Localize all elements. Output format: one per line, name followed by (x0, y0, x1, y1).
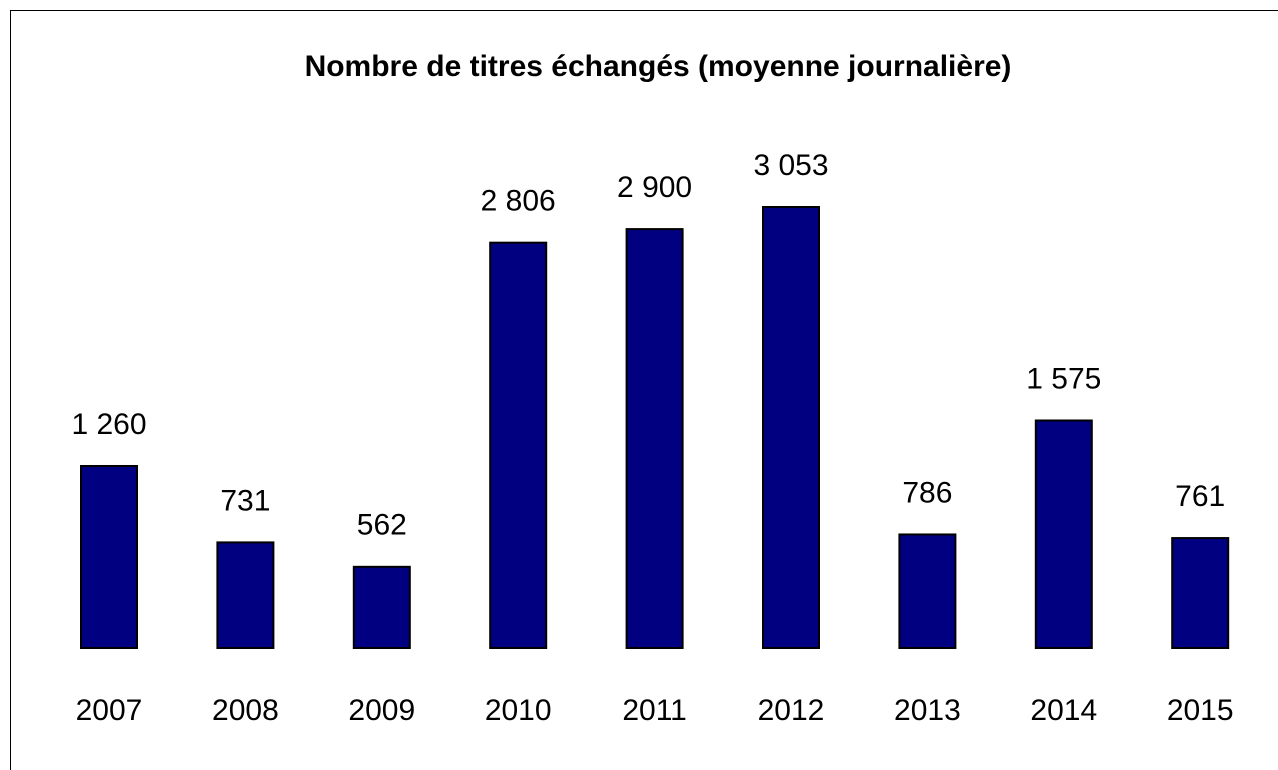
value-label: 786 (902, 476, 952, 509)
x-tick-label: 2014 (1030, 694, 1097, 727)
value-label: 2 900 (617, 171, 692, 204)
value-label: 3 053 (753, 149, 828, 182)
bar (898, 533, 957, 649)
value-label: 562 (357, 509, 407, 542)
x-tick-label: 2011 (622, 694, 687, 727)
x-tick-label: 2009 (348, 694, 415, 727)
value-label: 731 (220, 484, 270, 517)
bar (762, 206, 820, 649)
bar (352, 565, 411, 650)
chart-title: Nombre de titres échangés (moyenne journ… (305, 50, 1012, 83)
bar (80, 464, 138, 650)
value-label: 2 806 (481, 185, 556, 218)
value-label: 1 575 (1026, 362, 1101, 395)
value-label: 761 (1175, 480, 1225, 513)
x-tick-label: 2013 (894, 694, 961, 727)
bar (489, 241, 548, 649)
x-tick-label: 2012 (758, 694, 825, 727)
x-tick-label: 2010 (485, 694, 552, 727)
bar (625, 228, 684, 649)
x-tick-label: 2008 (212, 694, 279, 727)
bar (216, 541, 275, 649)
bar (1171, 537, 1230, 650)
bar (1034, 419, 1093, 649)
x-tick-label: 2007 (76, 694, 143, 727)
value-label: 1 260 (71, 408, 146, 441)
x-tick-label: 2015 (1167, 694, 1234, 727)
